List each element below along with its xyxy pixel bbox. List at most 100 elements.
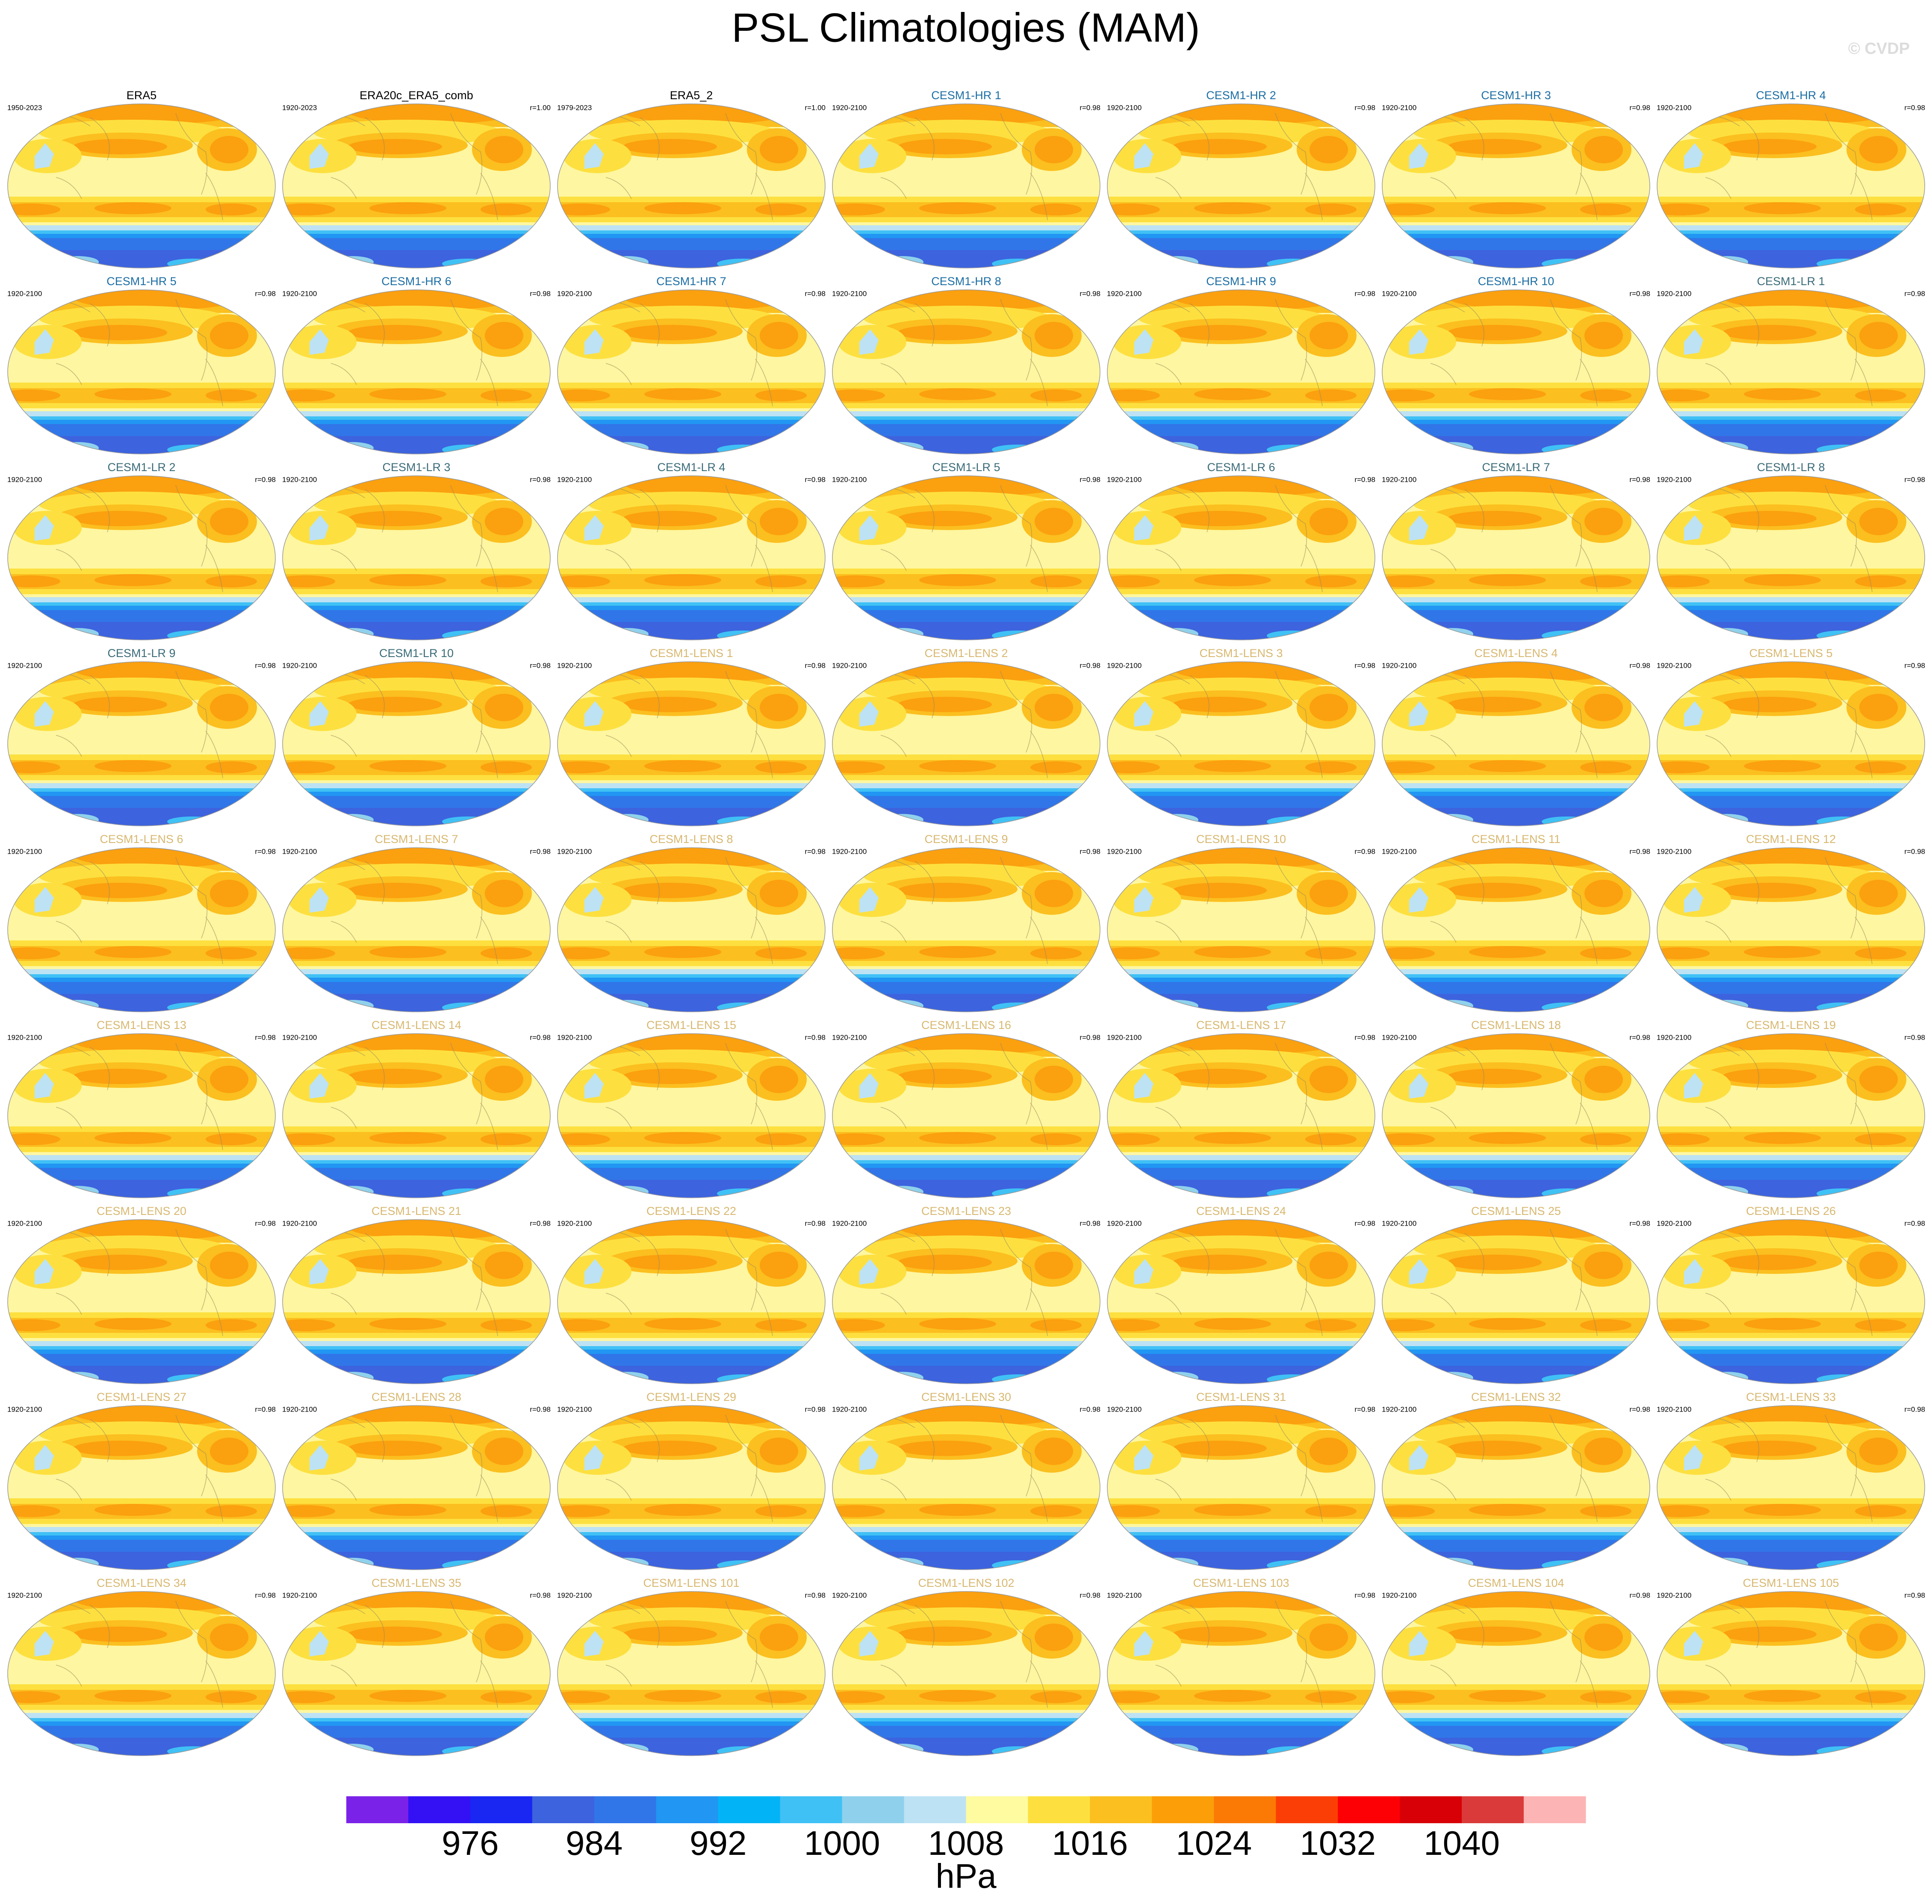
- panel: CESM1-LENS 24 1920-2100 r=0.98: [1100, 1205, 1375, 1385]
- colorbar-tick-label: 1016: [1052, 1824, 1128, 1862]
- panel-period: 1920-2100: [7, 475, 42, 483]
- panel-correlation: r=0.98: [1904, 1033, 1925, 1041]
- map: [1650, 656, 1925, 827]
- figure-title: PSL Climatologies (MAM): [732, 5, 1200, 50]
- map: [0, 1028, 276, 1199]
- panel: CESM1-LENS 105 1920-2100 r=0.98: [1657, 1577, 1925, 1757]
- panel-title: CESM1-LENS 16: [921, 1019, 1011, 1032]
- panel-period: 1920-2100: [1657, 1033, 1691, 1041]
- panel: CESM1-LENS 14 1920-2100 r=0.98: [275, 1019, 551, 1199]
- map: [275, 842, 551, 1013]
- map: [1100, 1028, 1375, 1199]
- map: [275, 1028, 551, 1199]
- panel-period: 1920-2100: [282, 661, 317, 669]
- panel: CESM1-HR 4 1920-2100 r=0.98: [1657, 89, 1925, 269]
- panel-correlation: r=0.98: [1629, 1405, 1650, 1413]
- panel-title: CESM1-HR 7: [656, 275, 726, 288]
- colorbar-box: [780, 1796, 843, 1823]
- panel-title: CESM1-LENS 1: [649, 647, 733, 660]
- panel-period: 1920-2100: [7, 1033, 42, 1041]
- panel-title: CESM1-LENS 6: [100, 833, 183, 846]
- map: [1650, 284, 1925, 455]
- panel-period: 1920-2100: [832, 1219, 867, 1227]
- panel-title: CESM1-LENS 23: [921, 1205, 1011, 1217]
- panel-title: CESM1-LENS 35: [372, 1577, 461, 1589]
- map: [825, 470, 1100, 641]
- map: [1375, 284, 1650, 455]
- panel-correlation: r=0.98: [805, 1591, 826, 1599]
- colorbar-box: [904, 1796, 966, 1823]
- map: [1375, 656, 1650, 827]
- panel: CESM1-LENS 25 1920-2100 r=0.98: [1375, 1205, 1650, 1385]
- panel-correlation: r=0.98: [1080, 847, 1100, 855]
- panel: CESM1-LENS 30 1920-2100 r=0.98: [825, 1391, 1100, 1571]
- colorbar-box: [594, 1796, 657, 1823]
- panel: CESM1-LENS 34 1920-2100 r=0.98: [7, 1577, 276, 1757]
- panel-title: CESM1-LR 6: [1207, 461, 1275, 474]
- panel-period: 1920-2100: [1382, 661, 1416, 669]
- panel-period: 1920-2100: [1657, 103, 1691, 112]
- panel-correlation: r=0.98: [255, 661, 276, 669]
- panel-period: 1920-2100: [7, 847, 42, 855]
- panel: CESM1-LENS 13 1920-2100 r=0.98: [0, 1019, 276, 1199]
- map: [550, 842, 826, 1013]
- map: [275, 656, 551, 827]
- map: [0, 1214, 276, 1385]
- colorbar-box: [1028, 1796, 1090, 1823]
- panel-title: CESM1-LENS 30: [921, 1391, 1011, 1403]
- panel-title: CESM1-LENS 101: [643, 1577, 739, 1589]
- panel-period: 1920-2100: [557, 1219, 592, 1227]
- map: [550, 470, 826, 641]
- map: [1375, 1400, 1650, 1571]
- colorbar-box: [1152, 1796, 1214, 1823]
- map: [550, 656, 826, 827]
- panel-correlation: r=0.98: [805, 475, 826, 483]
- panel-correlation: r=0.98: [530, 847, 551, 855]
- panel: CESM1-HR 2 1920-2100 r=0.98: [1100, 89, 1375, 269]
- colorbar-box: [842, 1796, 905, 1823]
- panel-title: CESM1-LENS 19: [1746, 1019, 1836, 1032]
- panel-title: CESM1-HR 5: [106, 275, 177, 288]
- panel-title: CESM1-HR 10: [1478, 275, 1554, 288]
- map: [1650, 1028, 1925, 1199]
- panel: CESM1-HR 10 1920-2100 r=0.98: [1375, 275, 1650, 455]
- panel: CESM1-LENS 17 1920-2100 r=0.98: [1100, 1019, 1375, 1199]
- panel-period: 1920-2100: [1107, 1219, 1142, 1227]
- colorbar-box: [1214, 1796, 1276, 1823]
- panel: CESM1-LR 9 1920-2100 r=0.98: [7, 647, 276, 827]
- panel-title: CESM1-LENS 5: [1749, 647, 1832, 660]
- panel-title: CESM1-LENS 2: [924, 647, 1008, 660]
- panel-correlation: r=0.98: [1354, 1591, 1375, 1599]
- panel-title: CESM1-LR 4: [657, 461, 725, 474]
- map: [0, 98, 276, 269]
- panel-correlation: r=0.98: [1904, 1219, 1925, 1227]
- panel: ERA20c_ERA5_comb 1920-2023 r=1.00: [282, 89, 551, 269]
- panel-period: 1920-2100: [1657, 289, 1691, 298]
- panel-title: CESM1-LENS 28: [372, 1391, 461, 1403]
- panel: CESM1-HR 6 1920-2100 r=0.98: [282, 275, 551, 455]
- map: [1375, 1586, 1650, 1757]
- colorbar-box: [532, 1796, 595, 1823]
- panel-period: 1920-2100: [1107, 1405, 1142, 1413]
- map: [1375, 1214, 1650, 1385]
- map: [825, 1400, 1100, 1571]
- map: [825, 656, 1100, 827]
- map: [0, 842, 276, 1013]
- panel-correlation: r=0.98: [530, 289, 551, 298]
- panel-period: 1920-2100: [1657, 1405, 1691, 1413]
- panel-title: CESM1-LENS 8: [649, 833, 733, 846]
- map: [1100, 1214, 1375, 1385]
- panel-period: 1920-2100: [7, 289, 42, 298]
- panel-title: CESM1-LENS 105: [1743, 1577, 1839, 1589]
- panel-period: 1920-2100: [832, 475, 867, 483]
- panel-title: CESM1-HR 6: [381, 275, 451, 288]
- panel-title: CESM1-HR 1: [931, 89, 1001, 102]
- map: [275, 470, 551, 641]
- colorbar-tick-label: 976: [442, 1824, 498, 1862]
- panel-title: CESM1-LENS 7: [375, 833, 458, 846]
- colorbar-tick-label: 984: [566, 1824, 622, 1862]
- panel-period: 1920-2100: [832, 1591, 867, 1599]
- map: [1100, 98, 1375, 269]
- panel-period: 1920-2100: [557, 475, 592, 483]
